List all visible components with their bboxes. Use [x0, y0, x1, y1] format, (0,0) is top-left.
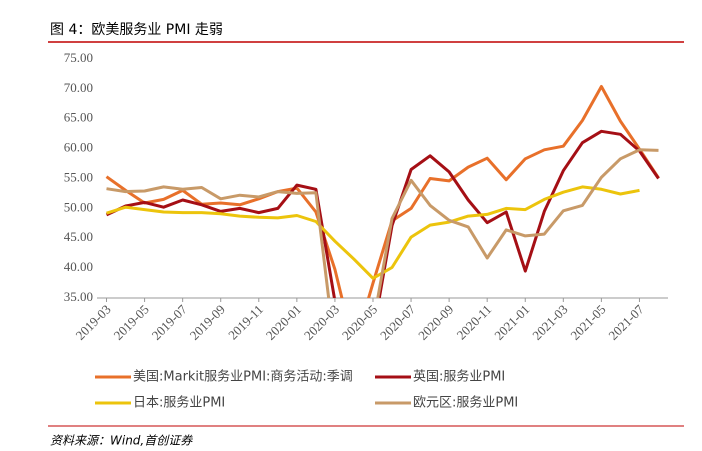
- x-tick-label: 2021-07: [605, 301, 647, 343]
- y-tick-label: 75.00: [64, 50, 93, 65]
- x-tick-label: 2019-03: [72, 302, 113, 343]
- x-tick-label: 2020-01: [263, 302, 304, 343]
- series-line: [106, 185, 640, 280]
- series-line: [106, 148, 659, 298]
- x-tick-label: 2019-05: [111, 302, 152, 343]
- y-tick-label: 45.00: [64, 229, 93, 244]
- y-tick-label: 35.00: [64, 289, 93, 304]
- chart-title: 图 4：欧美服务业 PMI 走弱: [50, 22, 223, 38]
- y-tick-label: 50.00: [64, 199, 93, 214]
- y-tick-label: 55.00: [64, 169, 93, 184]
- legend-label: 日本:服务业PMI: [133, 395, 225, 411]
- source: 资料来源：Wind,首创证券: [50, 434, 193, 448]
- plot-area: [105, 85, 660, 298]
- legend-label: 欧元区:服务业PMI: [413, 395, 518, 411]
- x-tick-label: 2020-07: [377, 301, 419, 343]
- x-tick-label: 2021-01: [491, 302, 532, 343]
- x-tick-label: 2020-11: [454, 302, 495, 343]
- x-tick-label: 2021-05: [567, 302, 608, 343]
- legend-label: 美国:Markit服务业PMI:商务活动:季调: [133, 369, 353, 385]
- y-tick-label: 65.00: [64, 110, 93, 125]
- x-tick-label: 2021-03: [529, 302, 570, 343]
- x-tick-label: 2020-05: [339, 302, 380, 343]
- x-tick-label: 2019-07: [149, 301, 191, 343]
- x-tick-label: 2020-03: [301, 302, 342, 343]
- y-tick-label: 60.00: [64, 140, 93, 155]
- y-tick-label: 70.00: [64, 80, 93, 95]
- y-tick-label: 40.00: [64, 259, 93, 274]
- series-line: [105, 85, 660, 298]
- x-tick-label: 2020-09: [415, 302, 456, 343]
- legend-label: 英国:服务业PMI: [413, 369, 505, 385]
- x-tick-label: 2019-11: [225, 302, 266, 343]
- x-tick-label: 2019-09: [187, 302, 228, 343]
